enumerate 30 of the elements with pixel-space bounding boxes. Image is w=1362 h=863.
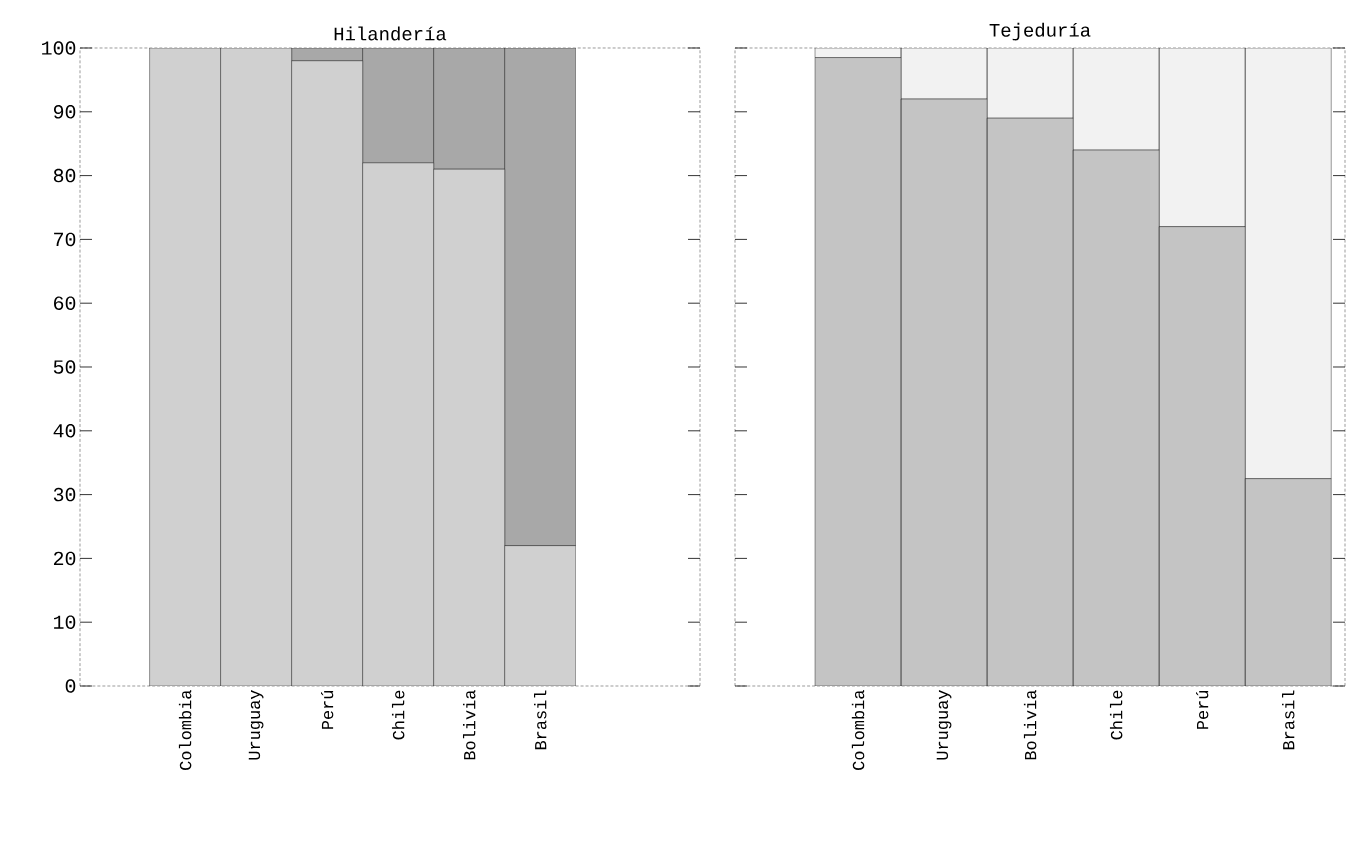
x-tick-label: Uruguay (248, 690, 264, 760)
bar (901, 99, 988, 686)
x-tick-label: Bolivia (1023, 690, 1037, 760)
x-tick-label: Colombia (851, 690, 865, 770)
bar (987, 118, 1074, 686)
x-tick-label: Brasil (1282, 690, 1295, 750)
y-tick-label: 90 (53, 105, 76, 119)
chart-title: Tejeduría (989, 22, 1091, 41)
y-tick-label: 40 (53, 424, 76, 438)
y-tick-label: 70 (54, 232, 76, 247)
y-tick-label: 30 (53, 487, 76, 502)
bar (815, 57, 902, 686)
y-tick-label: 50 (53, 360, 76, 374)
y-tick-label: 60 (54, 296, 76, 310)
x-tick-label: Chile (391, 690, 405, 740)
x-tick-label: Uruguay (936, 690, 952, 760)
bar (900, 47, 988, 100)
y-tick-label: 10 (54, 615, 76, 629)
y-tick-label: 100 (42, 41, 76, 55)
y-tick-label: 20 (53, 551, 76, 566)
y-tick-label: 80 (53, 168, 76, 183)
bar (986, 47, 1074, 119)
chart-title: Hilandería (334, 26, 447, 41)
x-tick-label: Colombia (178, 690, 192, 770)
x-tick-label: Chile (1109, 690, 1123, 740)
x-tick-label: Perú (1196, 690, 1209, 729)
y-tick-label: 0 (65, 679, 76, 693)
x-tick-label: Perú (321, 690, 334, 729)
x-tick-label: Bolivia (462, 690, 476, 760)
x-tick-label: Brasil (534, 690, 547, 750)
